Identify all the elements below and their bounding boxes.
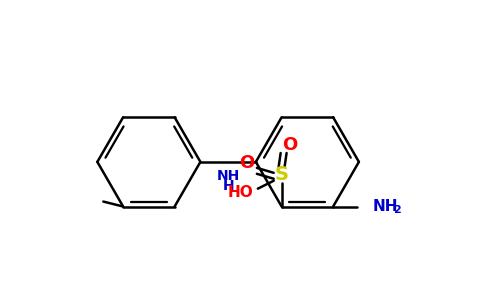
Text: O: O [239,154,255,172]
Text: HO: HO [227,185,253,200]
Text: NH: NH [216,169,240,183]
Text: 2: 2 [393,206,401,215]
Text: S: S [274,165,288,184]
Text: H: H [222,179,234,193]
Text: NH: NH [373,199,398,214]
Text: O: O [282,136,297,154]
